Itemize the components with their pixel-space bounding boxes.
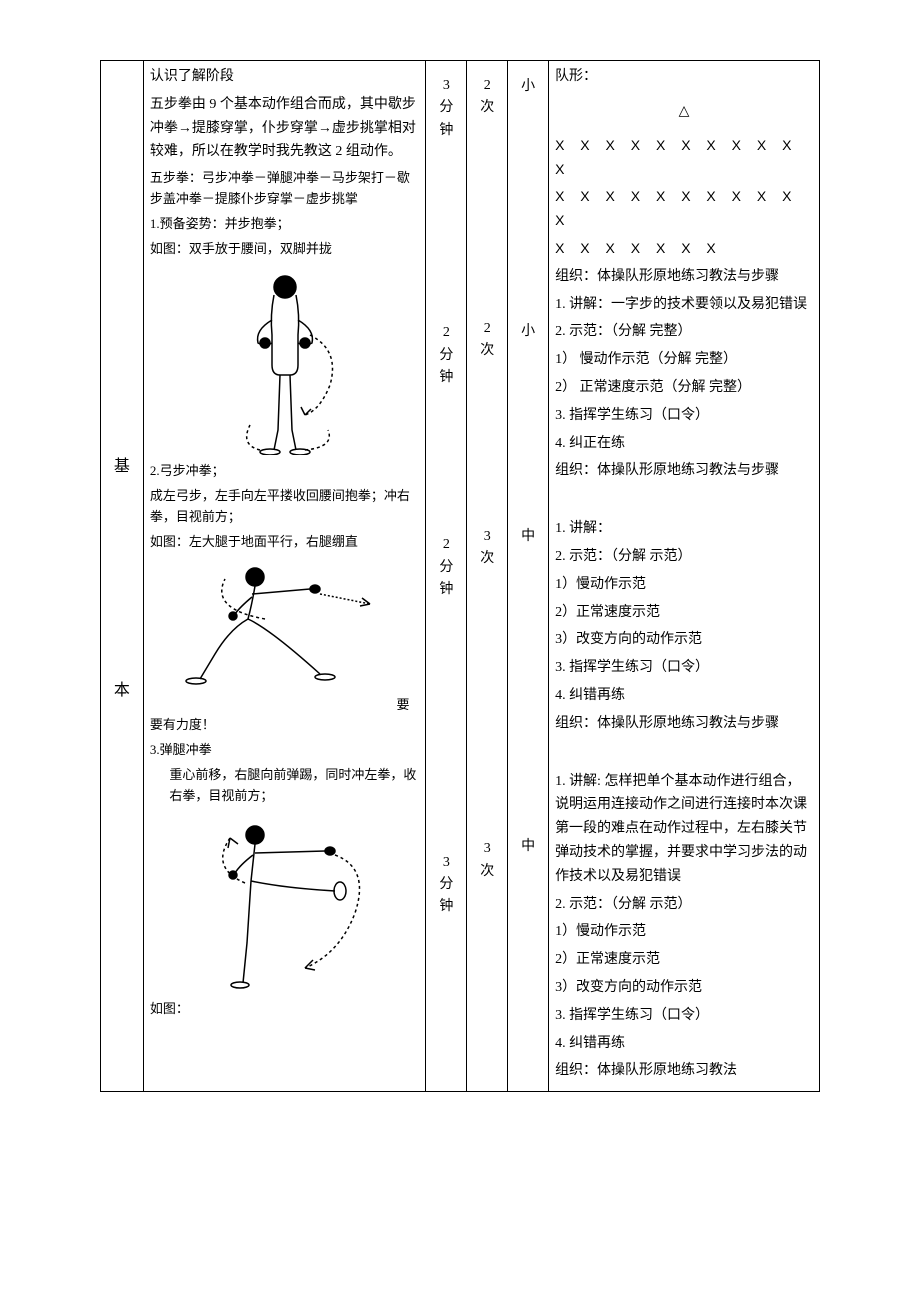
s2-4: 4. 纠错再练 bbox=[555, 684, 813, 708]
s3-3: 3. 指挥学生练习（口令） bbox=[555, 1004, 813, 1028]
step3-label: 3.弹腿冲拳 bbox=[150, 740, 420, 761]
step2-tail-lead: 要 bbox=[150, 695, 420, 716]
intensity-2: 小 bbox=[514, 320, 542, 340]
s2-2a: 1）慢动作示范 bbox=[555, 573, 813, 597]
s1-2a: 1） 慢动作示范（分解 完整） bbox=[555, 348, 813, 372]
s2-3: 3. 指挥学生练习（口令） bbox=[555, 656, 813, 680]
intensity-1: 小 bbox=[514, 75, 542, 95]
step2-desc1: 成左弓步，左手向左平搂收回腰间抱拳；冲右拳，目视前方； bbox=[150, 486, 420, 528]
s3-2b: 2）正常速度示范 bbox=[555, 948, 813, 972]
s2-2b: 2）正常速度示范 bbox=[555, 601, 813, 625]
section-char-1: 基 bbox=[107, 452, 137, 476]
prep-label: 1.预备姿势：并步抱拳； bbox=[150, 214, 420, 235]
count-cell: 2 次 2 次 3 次 3 次 bbox=[467, 61, 508, 1092]
count-2: 2 次 bbox=[473, 318, 501, 363]
step2-label: 2.弓步冲拳； bbox=[150, 461, 420, 482]
section-label-cell: 基 本 bbox=[101, 61, 144, 1092]
s2-1: 1. 讲解： bbox=[555, 517, 813, 541]
phase-title: 认识了解阶段 bbox=[150, 65, 420, 89]
s1-4: 4. 纠正在练 bbox=[555, 432, 813, 456]
count-1: 2 次 bbox=[473, 75, 501, 120]
x-row-3: X X X X X X X bbox=[555, 237, 813, 261]
step3-fig-label: 如图： bbox=[150, 999, 420, 1020]
s3-2: 2. 示范：（分解 示范） bbox=[555, 893, 813, 917]
formation-label: 队形： bbox=[555, 65, 813, 89]
sequence-text: 五步拳：弓步冲拳－弹腿冲拳－马步架打－歇步盖冲拳－提膝仆步穿掌－虚步挑掌 bbox=[150, 168, 420, 210]
intensity-cell: 小 小 中 中 bbox=[508, 61, 549, 1092]
figure-prep-icon bbox=[210, 265, 360, 455]
content-cell: 认识了解阶段 五步拳由 9 个基本动作组合而成，其中歇步冲拳→提膝穿掌，仆步穿掌… bbox=[143, 61, 426, 1092]
count-3: 3 次 bbox=[473, 526, 501, 571]
time-4: 3 分 钟 bbox=[432, 852, 460, 919]
s1-3: 3. 指挥学生练习（口令） bbox=[555, 404, 813, 428]
s3-2a: 1）慢动作示范 bbox=[555, 920, 813, 944]
org-cell: 队形： △ X X X X X X X X X X X X X X X X X … bbox=[549, 61, 820, 1092]
lesson-plan-table: 基 本 认识了解阶段 五步拳由 9 个基本动作组合而成，其中歇步冲拳→提膝穿掌，… bbox=[100, 60, 820, 1092]
time-cell: 3 分 钟 2 分 钟 2 分 钟 3 分 钟 bbox=[426, 61, 467, 1092]
s2-2c: 3）改变方向的动作示范 bbox=[555, 628, 813, 652]
s3-1: 1. 讲解: 怎样把单个基本动作进行组合，说明运用连接动作之间进行连接时本次课第… bbox=[555, 770, 813, 889]
s1-1: 1. 讲解：一字步的技术要领以及易犯错误 bbox=[555, 293, 813, 317]
s3-org: 组织：体操队形原地练习教法 bbox=[555, 1059, 813, 1083]
count-4: 3 次 bbox=[473, 838, 501, 883]
time-1: 3 分 钟 bbox=[432, 75, 460, 142]
x-row-2: X X X X X X X X X X X bbox=[555, 185, 813, 233]
x-row-1: X X X X X X X X X X X bbox=[555, 134, 813, 182]
org-line-1: 组织：体操队形原地练习教法与步骤 bbox=[555, 265, 813, 289]
figure-kick-icon bbox=[185, 813, 385, 993]
s3-4: 4. 纠错再练 bbox=[555, 1032, 813, 1056]
prep-desc: 如图：双手放于腰间，双脚并拢 bbox=[150, 239, 420, 260]
intro-text: 五步拳由 9 个基本动作组合而成，其中歇步冲拳→提膝穿掌，仆步穿掌→虚步挑掌相对… bbox=[150, 93, 420, 164]
s3-2c: 3）改变方向的动作示范 bbox=[555, 976, 813, 1000]
step3-desc: 重心前移，右腿向前弹踢，同时冲左拳，收右拳，目视前方； bbox=[150, 765, 420, 807]
figure-lunge-icon bbox=[170, 559, 400, 689]
s1-org: 组织：体操队形原地练习教法与步骤 bbox=[555, 459, 813, 483]
s1-2b: 2） 正常速度示范（分解 完整） bbox=[555, 376, 813, 400]
s2-org: 组织：体操队形原地练习教法与步骤 bbox=[555, 712, 813, 736]
s1-2: 2. 示范：（分解 完整） bbox=[555, 320, 813, 344]
intensity-4: 中 bbox=[514, 835, 542, 855]
section-char-2: 本 bbox=[107, 676, 137, 700]
time-2: 2 分 钟 bbox=[432, 322, 460, 389]
s2-2: 2. 示范：（分解 示范） bbox=[555, 545, 813, 569]
step2-desc2: 如图：左大腿于地面平行，右腿绷直 bbox=[150, 532, 420, 553]
time-3: 2 分 钟 bbox=[432, 534, 460, 601]
step2-tail: 要有力度！ bbox=[150, 715, 420, 736]
triangle-icon: △ bbox=[555, 103, 813, 120]
intensity-3: 中 bbox=[514, 525, 542, 545]
